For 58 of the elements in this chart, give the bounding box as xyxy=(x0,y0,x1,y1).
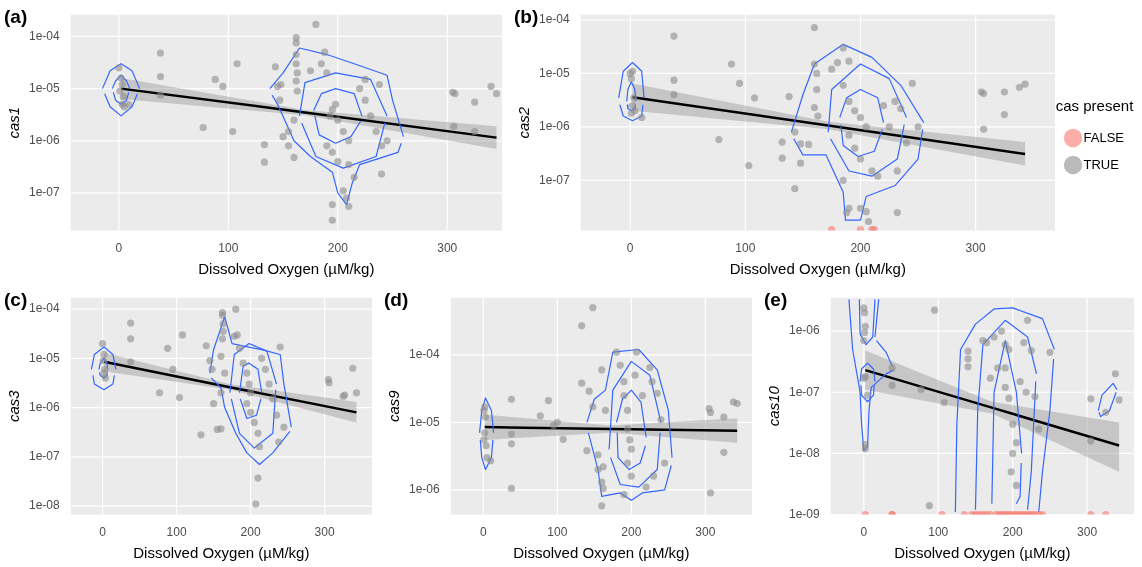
x-tick-label: 100 xyxy=(218,241,239,256)
y-tick-label: 1e-06 xyxy=(788,323,821,338)
x-tick-label: 100 xyxy=(547,525,568,540)
y-tick-label: 1e-06 xyxy=(408,482,441,497)
y-tick-label: 1e-04 xyxy=(538,12,571,27)
y-tick-label: 1e-04 xyxy=(28,301,61,316)
y-tick-label: 1e-08 xyxy=(28,498,61,513)
legend-title: cas present xyxy=(1055,97,1135,115)
y-tick-label: 1e-06 xyxy=(28,399,61,414)
y-axis-title: cas2 xyxy=(515,106,533,139)
y-tick-label: 1e-05 xyxy=(408,414,441,429)
x-axis-title: Dissolved Oxygen (µM/kg) xyxy=(513,544,690,562)
chart-title: (e) xyxy=(764,288,788,310)
x-tick-label: 100 xyxy=(735,241,756,256)
x-axis-title: Dissolved Oxygen (µM/kg) xyxy=(198,260,375,278)
y-tick-label: 1e-05 xyxy=(28,80,61,95)
x-tick-label: 0 xyxy=(99,525,107,540)
x-tick-label: 200 xyxy=(240,525,261,540)
x-tick-label: 0 xyxy=(860,525,868,540)
x-tick-label: 100 xyxy=(928,525,949,540)
x-tick-label: 200 xyxy=(327,241,349,256)
y-tick-label: 1e-06 xyxy=(538,119,571,134)
x-tick-label: 300 xyxy=(695,525,716,540)
chart-title: (b) xyxy=(514,5,539,27)
x-tick-label: 200 xyxy=(621,525,642,540)
y-axis-title: cas1 xyxy=(5,106,23,139)
y-tick-label: 1e-07 xyxy=(538,172,571,187)
chart-title: (d) xyxy=(384,288,409,310)
legend-label: TRUE xyxy=(1083,156,1120,172)
x-axis-title: Dissolved Oxygen (µM/kg) xyxy=(133,544,310,562)
x-tick-label: 300 xyxy=(965,241,986,256)
y-tick-label: 1e-07 xyxy=(788,384,821,399)
y-axis-title: cas9 xyxy=(385,389,403,423)
x-tick-label: 300 xyxy=(314,525,335,540)
y-tick-label: 1e-05 xyxy=(28,350,61,365)
chart-title: (c) xyxy=(4,288,28,310)
y-tick-label: 1e-06 xyxy=(28,133,61,148)
y-tick-label: 1e-05 xyxy=(538,65,571,80)
y-tick-label: 1e-04 xyxy=(408,347,441,362)
chart-title: (a) xyxy=(4,5,28,27)
y-tick-label: 1e-07 xyxy=(28,185,61,200)
x-tick-label: 0 xyxy=(479,525,487,540)
x-tick-label: 200 xyxy=(1002,525,1024,540)
x-tick-label: 0 xyxy=(626,241,634,256)
y-tick-label: 1e-08 xyxy=(788,445,821,460)
x-tick-label: 200 xyxy=(850,241,871,256)
x-axis-title: Dissolved Oxygen (µM/kg) xyxy=(729,260,906,278)
x-tick-label: 100 xyxy=(166,525,187,540)
x-tick-label: 0 xyxy=(115,241,123,256)
y-tick-label: 1e-07 xyxy=(28,449,61,464)
x-tick-label: 300 xyxy=(1077,525,1098,540)
y-tick-label: 1e-09 xyxy=(788,506,821,521)
x-axis-title: Dissolved Oxygen (µM/kg) xyxy=(894,544,1071,562)
y-tick-label: 1e-04 xyxy=(28,28,61,43)
legend-label: FALSE xyxy=(1083,129,1125,145)
x-tick-label: 300 xyxy=(437,241,458,256)
y-axis-title: cas3 xyxy=(5,389,23,423)
y-axis-title: cas10 xyxy=(765,385,783,427)
